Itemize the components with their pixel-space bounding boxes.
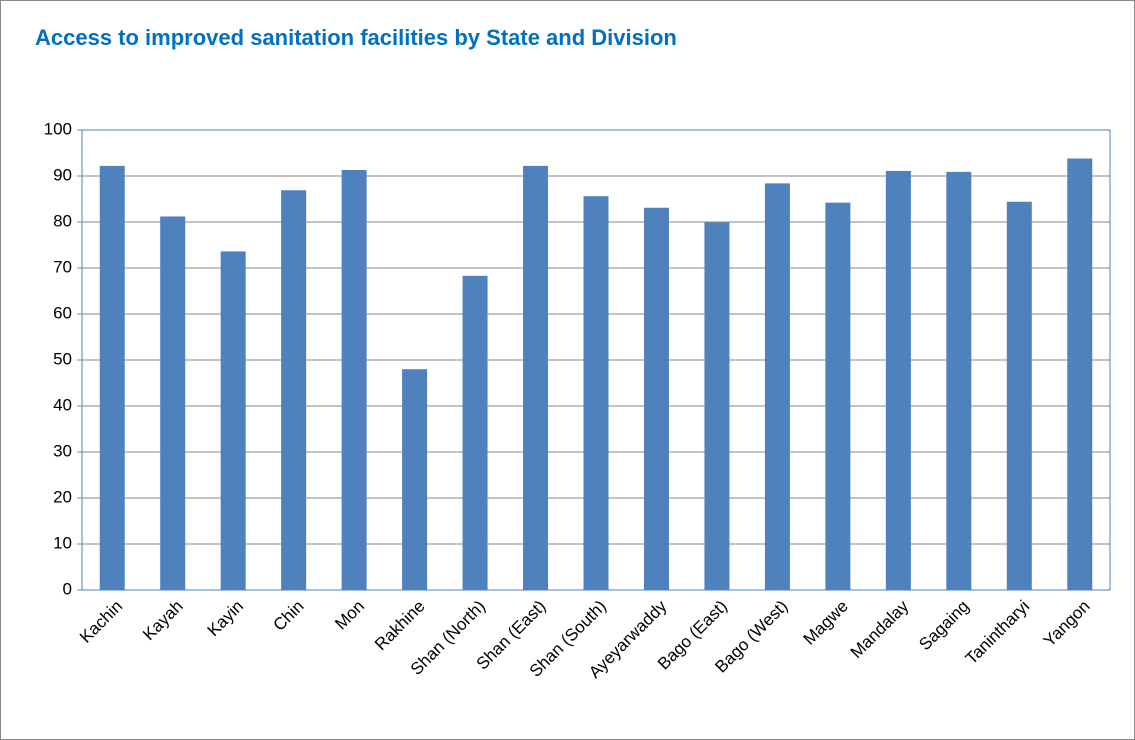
bar [1006,201,1032,590]
bar [643,207,669,591]
y-tick-label: 50 [53,349,72,368]
chart-title: Access to improved sanitation facilities… [35,25,677,50]
bar [523,165,549,590]
bar [402,369,428,590]
y-tick-label: 100 [44,119,72,138]
bar [99,165,125,590]
bar [885,170,911,590]
bar [583,196,609,591]
bar [462,275,488,590]
bar [704,222,730,590]
bar [220,251,246,590]
y-tick-label: 60 [53,303,72,322]
y-tick-label: 10 [53,533,72,552]
bar [764,183,790,591]
bar [825,202,851,590]
y-tick-label: 80 [53,211,72,230]
bar [281,190,307,590]
bar [1067,158,1093,590]
y-tick-label: 70 [53,257,72,276]
y-tick-label: 40 [53,395,72,414]
bar [946,171,972,591]
y-tick-label: 90 [53,165,72,184]
bar [341,170,367,590]
bar [160,216,186,591]
y-tick-label: 0 [63,579,72,598]
y-tick-label: 20 [53,487,72,506]
y-tick-label: 30 [53,441,72,460]
